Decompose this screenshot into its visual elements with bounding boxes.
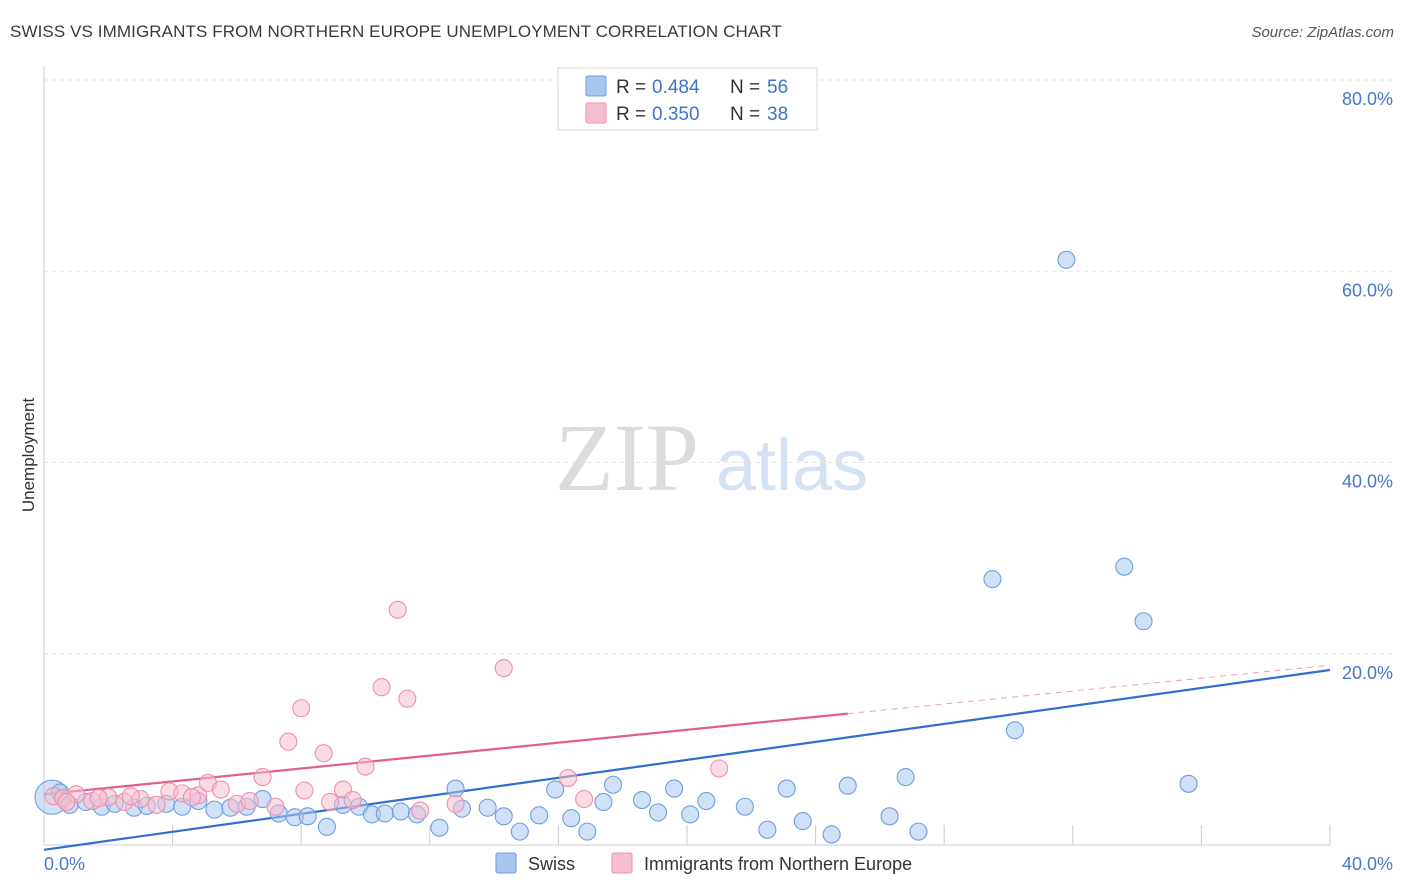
immigrant-point: [57, 792, 76, 812]
swiss-point: [909, 822, 928, 841]
immigrant-point: [211, 780, 230, 799]
swiss-point: [880, 807, 899, 826]
legend-swatch-swiss: [585, 75, 607, 97]
bottom-legend-swatch-immigrants: [611, 852, 633, 874]
swiss-point: [530, 806, 549, 825]
legend-r-value-immigrants: 0.350: [652, 104, 700, 125]
immigrant-point: [321, 792, 340, 812]
swiss-point: [510, 822, 529, 841]
immigrant-point: [398, 689, 417, 708]
swiss-point: [697, 791, 716, 811]
swiss-point: [546, 780, 565, 799]
swiss-point: [604, 775, 623, 794]
legend-box: R = 0.484 N = 56 R = 0.350 N = 38: [557, 67, 818, 131]
bottom-legend: Swiss Immigrants from Northern Europe: [495, 852, 912, 874]
chart-title: SWISS VS IMMIGRANTS FROM NORTHERN EUROPE…: [10, 22, 782, 41]
trendline-swiss: [43, 668, 1331, 851]
bottom-legend-swatch-swiss: [495, 852, 517, 874]
immigrant-point: [266, 797, 285, 816]
legend-n-label-immigrants: N =: [730, 104, 760, 125]
immigrant-point: [147, 795, 166, 814]
swiss-point: [446, 779, 465, 798]
swiss-point: [681, 805, 700, 824]
swiss-point: [494, 807, 513, 826]
swiss-point: [1057, 250, 1076, 269]
swiss-point: [735, 797, 754, 816]
tick-labels: 20.0% 40.0% 60.0% 80.0% 0.0% 40.0%: [44, 89, 1393, 874]
immigrant-point: [356, 757, 375, 776]
swiss-point: [793, 812, 812, 831]
swiss-point: [478, 798, 497, 817]
legend-r-value-swiss: 0.484: [652, 77, 700, 98]
immigrant-point: [372, 678, 391, 697]
swiss-point: [758, 820, 777, 839]
swiss-point: [838, 776, 857, 795]
immigrant-point: [575, 790, 594, 809]
legend-r-label-immigrants: R =: [616, 104, 646, 125]
swiss-point: [430, 818, 449, 837]
swiss-point: [632, 791, 652, 810]
immigrant-point: [343, 791, 362, 810]
data-points: [34, 250, 1198, 844]
y-tick-label: 20.0%: [1342, 663, 1393, 683]
immigrant-point: [253, 768, 272, 787]
immigrant-point: [558, 769, 578, 788]
swiss-point: [983, 570, 1002, 589]
legend-r-label-swiss: R =: [616, 77, 646, 98]
immigrant-point: [295, 781, 314, 800]
source-label: Source: ZipAtlas.com: [1251, 24, 1394, 41]
immigrant-point: [314, 744, 333, 763]
swiss-point: [594, 792, 613, 812]
immigrant-point: [446, 794, 465, 813]
immigrant-point: [388, 600, 407, 619]
y-axis-label: Unemployment: [19, 398, 38, 513]
x-tick-label: 0.0%: [44, 854, 85, 874]
swiss-point: [562, 809, 581, 828]
immigrant-point: [292, 699, 311, 718]
trend-lines: [43, 664, 1331, 851]
trendline-immigrants-extension: [847, 664, 1331, 715]
swiss-point: [391, 802, 410, 821]
legend-n-value-immigrants: 38: [767, 104, 788, 125]
immigrant-point: [279, 732, 298, 751]
immigrant-point: [411, 801, 430, 820]
legend-swatch-immigrants: [585, 102, 607, 124]
swiss-point: [205, 800, 224, 819]
swiss-point: [1134, 612, 1153, 631]
watermark-atlas: atlas: [716, 426, 868, 506]
legend-n-label-swiss: N =: [730, 77, 760, 98]
y-tick-label: 80.0%: [1342, 89, 1393, 109]
swiss-point: [896, 768, 915, 787]
immigrant-point: [710, 759, 729, 778]
swiss-point: [1179, 774, 1198, 793]
swiss-point: [298, 807, 317, 826]
swiss-point: [317, 817, 336, 836]
x-tick-label: 40.0%: [1342, 854, 1393, 874]
axes: [43, 66, 1331, 846]
legend-n-value-swiss: 56: [767, 77, 788, 98]
y-tick-label: 40.0%: [1342, 472, 1393, 492]
swiss-point: [1115, 557, 1134, 576]
bottom-legend-label-swiss: Swiss: [528, 854, 575, 874]
immigrant-point: [182, 788, 201, 807]
swiss-point: [665, 779, 684, 798]
watermark-zip: ZIP: [555, 404, 699, 511]
swiss-point: [1005, 721, 1024, 740]
immigrant-point: [121, 787, 140, 806]
swiss-point: [777, 779, 796, 798]
swiss-point: [375, 804, 394, 823]
trendline-immigrants: [43, 712, 848, 796]
swiss-point: [578, 822, 597, 841]
y-tick-label: 60.0%: [1342, 280, 1393, 300]
immigrant-point: [89, 789, 108, 808]
immigrant-point: [240, 791, 259, 811]
swiss-point: [822, 825, 841, 844]
grid-lines: [44, 79, 1392, 655]
bottom-legend-label-immigrants: Immigrants from Northern Europe: [644, 854, 912, 874]
immigrant-point: [494, 659, 513, 678]
swiss-point: [649, 803, 668, 822]
